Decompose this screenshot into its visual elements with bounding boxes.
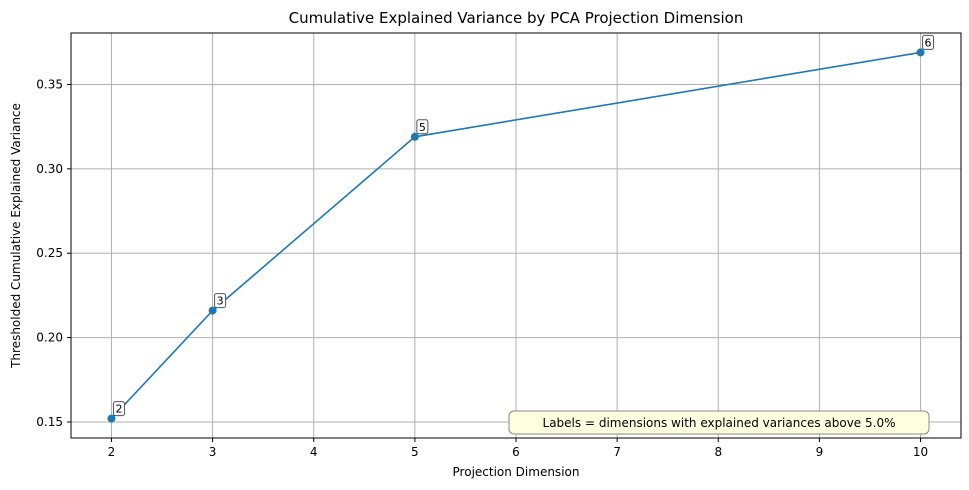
grid-lines [71,33,961,438]
y-tick-label: 0.15 [36,415,63,429]
y-tick-label: 0.25 [36,246,63,260]
y-axis-label: Thresholded Cumulative Explained Varianc… [9,103,23,369]
data-point [410,132,419,141]
point-label: 2 [115,403,122,416]
x-tick-label: 2 [108,445,116,459]
x-axis-label: Projection Dimension [453,465,580,479]
x-tick-label: 6 [512,445,520,459]
chart-title: Cumulative Explained Variance by PCA Pro… [289,9,744,27]
x-tick-label: 7 [613,445,621,459]
x-tick-label: 10 [913,445,928,459]
x-tick-label: 8 [714,445,722,459]
data-point [208,306,217,315]
point-label-box [112,401,125,417]
point-label-box [922,34,935,50]
x-tick-label: 4 [310,445,318,459]
y-tick-label: 0.35 [36,77,63,91]
y-axis-ticks: 0.15 0.20 0.25 0.30 0.35 [36,77,71,429]
x-tick-label: 5 [411,445,419,459]
point-label-box [416,119,429,135]
x-tick-label: 3 [209,445,217,459]
data-point [916,48,925,57]
point-label: 6 [925,36,932,49]
annotation-background [508,410,930,435]
x-tick-label: 9 [816,445,824,459]
y-tick-label: 0.20 [36,331,63,345]
annotation-text: Labels = dimensions with explained varia… [543,416,896,430]
data-point [107,414,116,423]
point-label: 5 [419,121,426,134]
x-axis-ticks: 2 3 4 5 6 7 8 9 10 [108,438,928,459]
series-group: 2 3 5 6 [107,34,935,423]
annotation-box: Labels = dimensions with explained varia… [508,410,930,435]
point-label-box [214,293,227,309]
y-tick-label: 0.30 [36,162,63,176]
point-label: 3 [217,295,224,308]
series-line [110,51,921,420]
